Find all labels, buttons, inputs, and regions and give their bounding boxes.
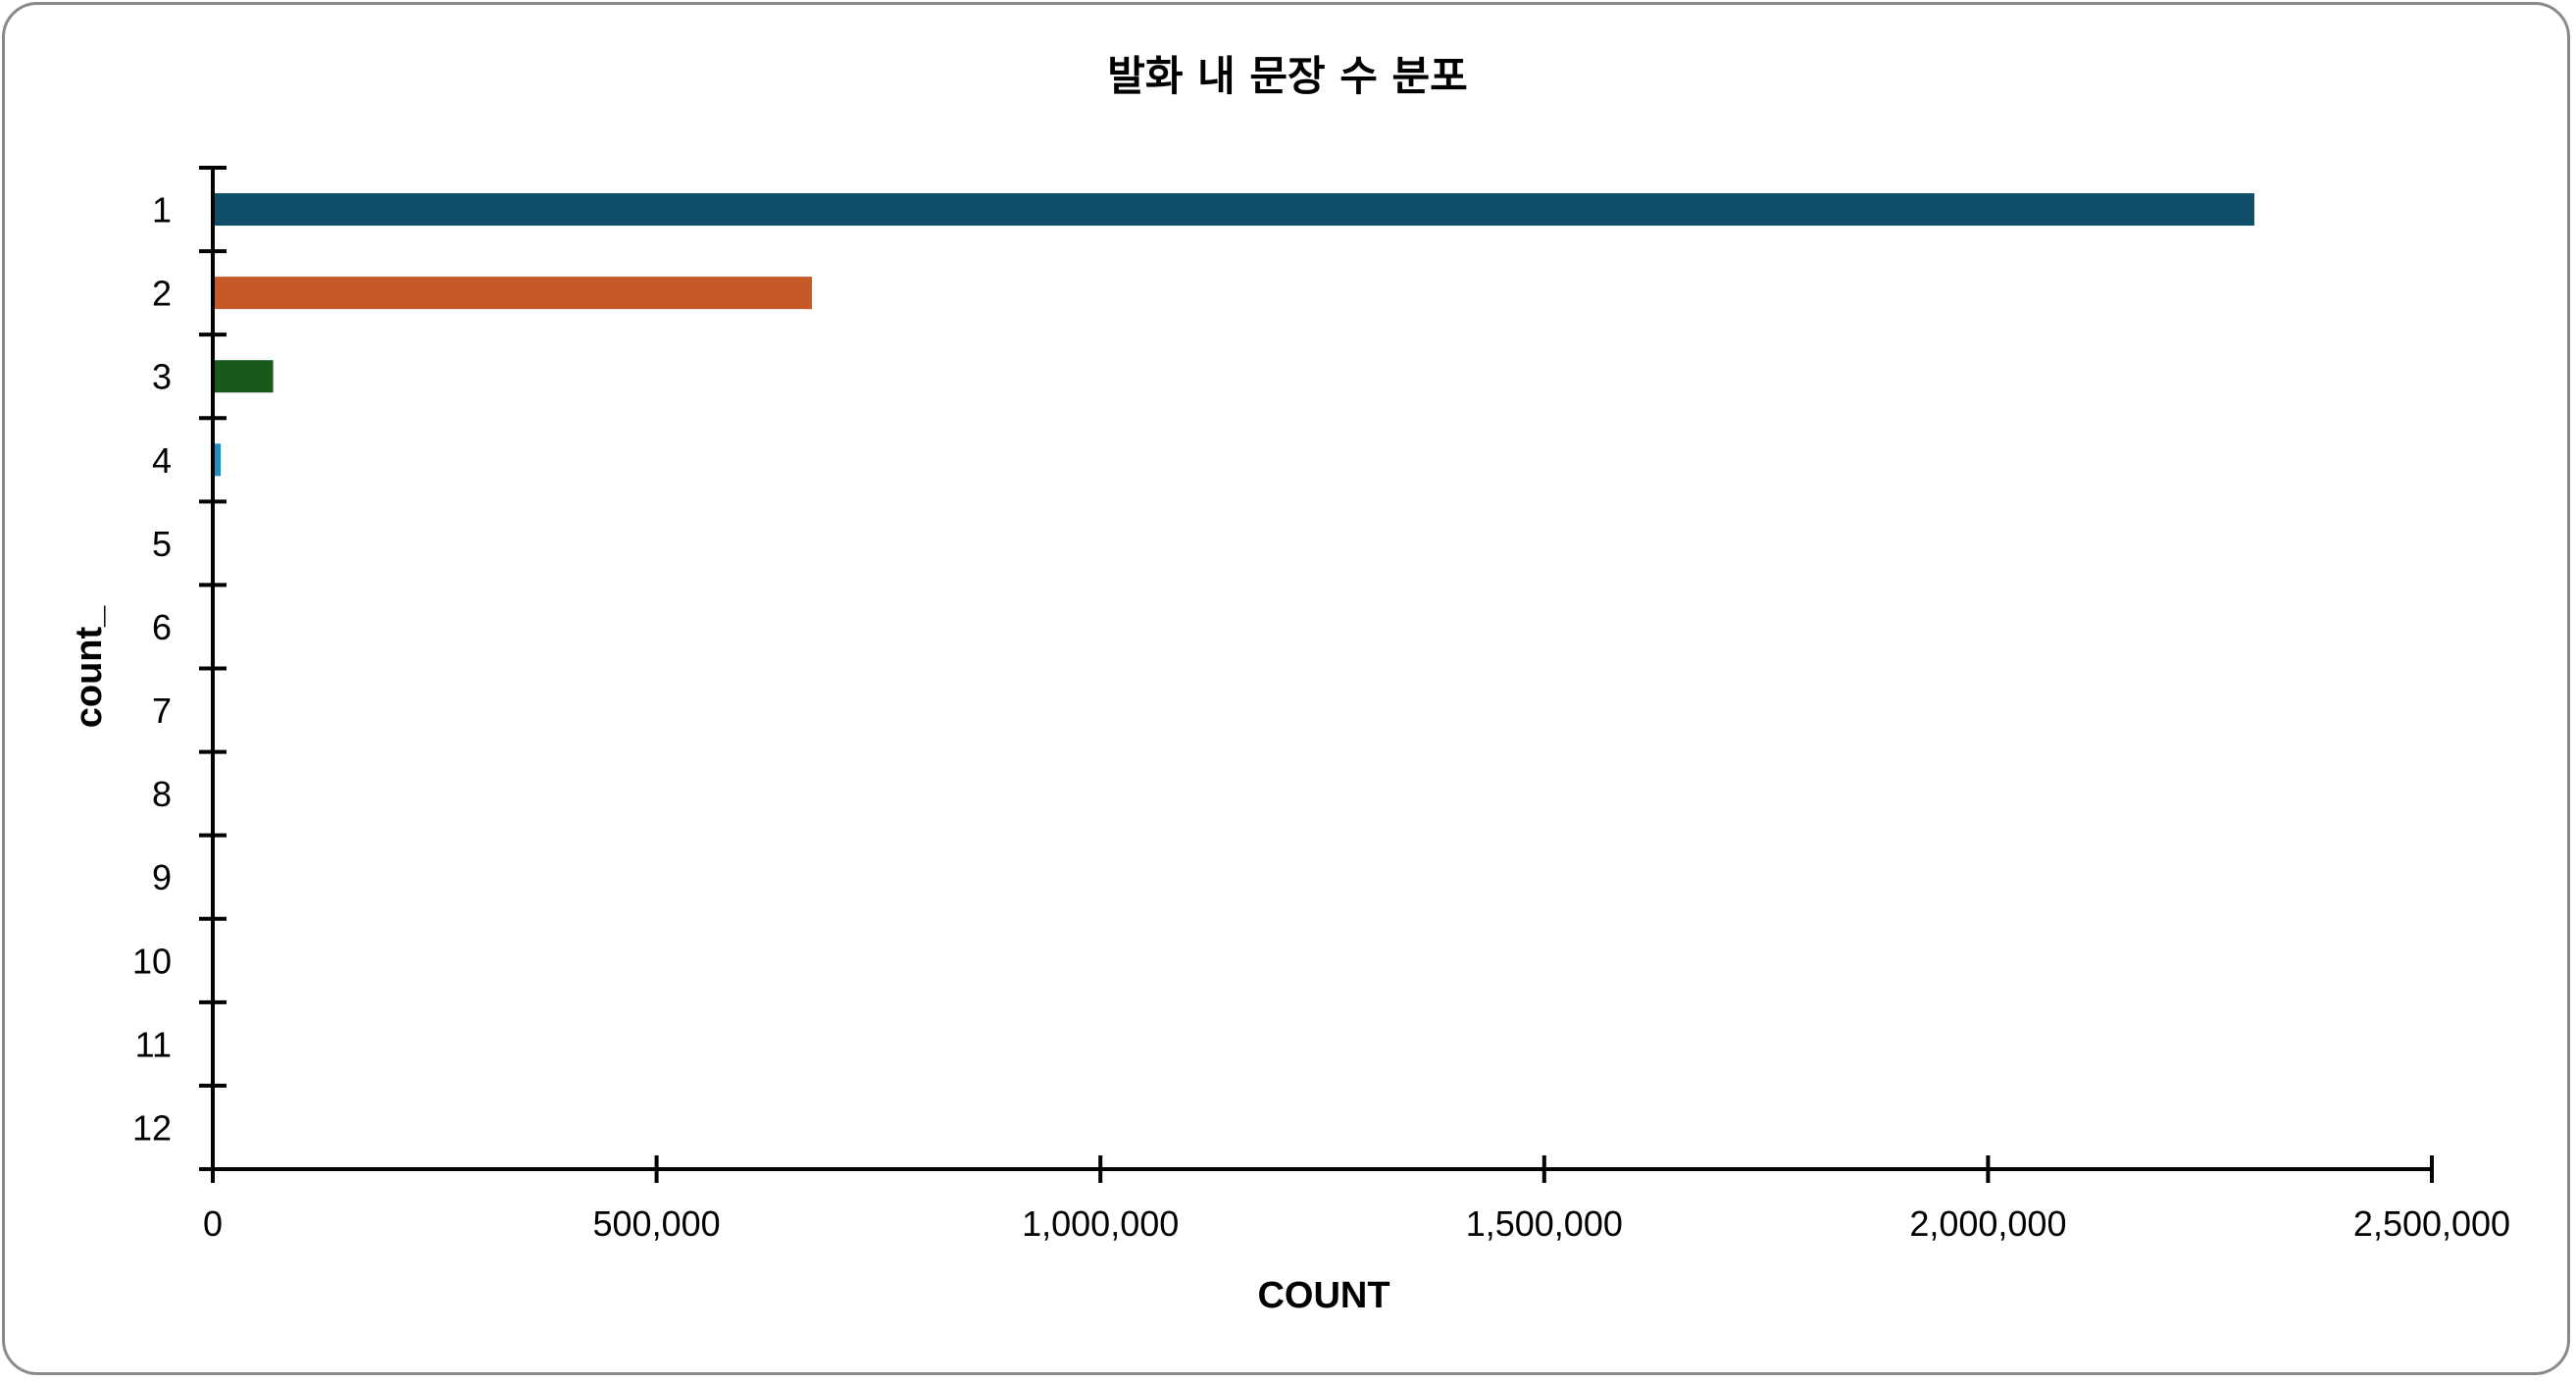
x-tick-label: 1,000,000 xyxy=(1022,1203,1179,1244)
y-tick-label: 10 xyxy=(132,941,172,981)
y-tick-label: 6 xyxy=(152,607,172,647)
y-tick-label: 9 xyxy=(152,857,172,897)
y-tick-label: 4 xyxy=(152,440,172,481)
x-tick-label: 500,000 xyxy=(593,1203,721,1244)
y-tick-label: 2 xyxy=(152,274,172,314)
y-tick-label: 12 xyxy=(132,1107,172,1148)
bar-3 xyxy=(213,360,274,393)
x-tick-label: 1,500,000 xyxy=(1466,1203,1623,1244)
bar-2 xyxy=(213,277,813,310)
chart-title: 발화 내 문장 수 분포 xyxy=(1107,52,1468,100)
y-tick-label: 8 xyxy=(152,774,172,814)
y-axis-title: count_ xyxy=(69,605,110,728)
bars-group xyxy=(213,193,2254,477)
x-tick-label: 0 xyxy=(203,1203,223,1244)
y-tick-label: 11 xyxy=(135,1024,172,1064)
x-tick-label: 2,000,000 xyxy=(1909,1203,2066,1244)
bar-4 xyxy=(213,443,222,477)
y-tick-label: 3 xyxy=(152,357,172,397)
y-tick-label: 1 xyxy=(152,190,172,230)
x-tick-label: 2,500,000 xyxy=(2353,1203,2510,1244)
y-tick-label: 7 xyxy=(152,690,172,731)
y-tick-label: 5 xyxy=(152,524,172,564)
x-axis-title: COUNT xyxy=(1257,1275,1389,1316)
bar-1 xyxy=(213,193,2254,227)
